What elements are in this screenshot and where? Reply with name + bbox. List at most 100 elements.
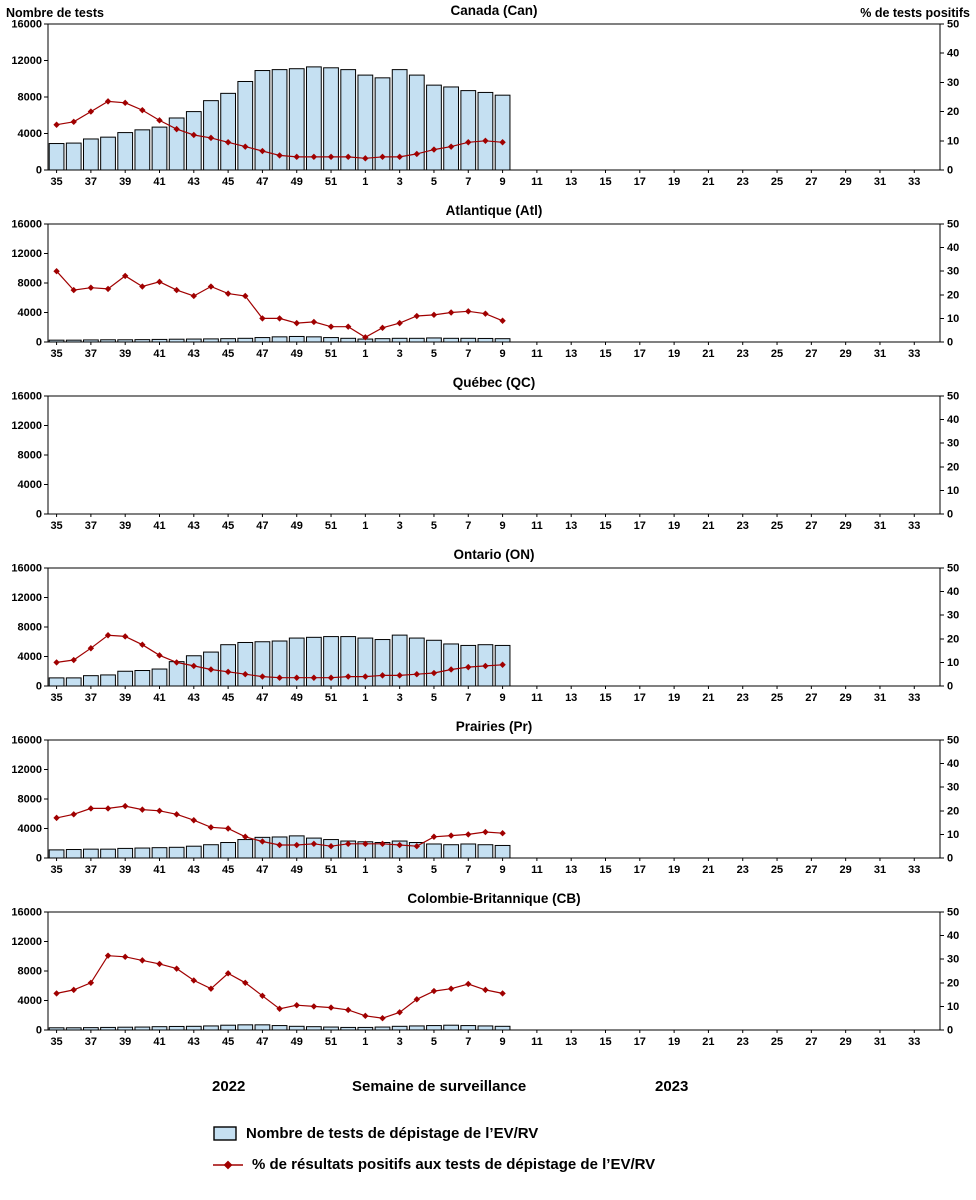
x-tick-label: 7 <box>465 1036 471 1048</box>
line-marker <box>276 1005 283 1012</box>
right-tick-label: 10 <box>947 657 959 669</box>
line-marker <box>276 315 283 322</box>
x-tick-label: 19 <box>668 520 680 532</box>
x-tick-label: 43 <box>188 1036 200 1048</box>
line-marker <box>104 285 112 293</box>
line-marker <box>156 278 163 286</box>
right-tick-label: 10 <box>947 829 959 841</box>
bar <box>443 337 459 343</box>
x-tick-label: 39 <box>119 520 131 532</box>
right-tick-label: 10 <box>947 313 959 325</box>
line-marker <box>173 286 180 294</box>
x-tick-label: 51 <box>325 520 337 532</box>
line-marker <box>413 150 421 158</box>
bar <box>408 74 425 171</box>
right-tick-label: 40 <box>947 48 959 60</box>
x-tick-label: 43 <box>188 864 200 876</box>
right-tick-label: 20 <box>947 289 959 301</box>
x-tick-label: 5 <box>431 1036 437 1048</box>
bar <box>494 338 511 343</box>
line-marker <box>447 309 455 316</box>
bar <box>323 636 339 687</box>
x-tick-label: 13 <box>565 348 577 360</box>
bar <box>288 637 305 687</box>
x-tick-label: 33 <box>908 520 920 532</box>
bar <box>426 337 442 343</box>
bar <box>83 138 99 171</box>
x-tick-label: 11 <box>531 692 543 704</box>
x-tick-label: 47 <box>256 692 268 704</box>
chart-panel-prairies-pr: Prairies (Pr) 0 4000 8000 12000 16000 0 10 20 30 4… <box>0 716 976 888</box>
left-tick-label: 8000 <box>18 622 42 634</box>
bar <box>443 643 459 687</box>
right-tick-label: 20 <box>947 633 959 645</box>
bar <box>494 94 511 171</box>
x-tick-label: 33 <box>908 692 920 704</box>
line-marker <box>121 272 129 280</box>
x-tick-label: 17 <box>634 864 646 876</box>
line-marker <box>224 290 232 297</box>
x-tick-label: 7 <box>465 520 471 532</box>
bar <box>443 1024 459 1031</box>
x-tick-label: 39 <box>119 176 131 188</box>
right-tick-label: 0 <box>947 337 953 349</box>
line-marker <box>310 674 318 681</box>
right-tick-label: 30 <box>947 782 959 794</box>
bar <box>100 674 116 687</box>
line-marker <box>482 310 489 317</box>
left-tick-label: 12000 <box>11 55 42 67</box>
x-tick-label: 47 <box>256 176 268 188</box>
line-marker <box>87 284 95 291</box>
line-marker <box>447 143 455 150</box>
x-tick-label: 15 <box>599 176 611 188</box>
x-tick-label: 7 <box>465 864 471 876</box>
x-tick-label: 51 <box>325 864 337 876</box>
x-tick-label: 37 <box>85 348 97 360</box>
bar <box>203 844 219 859</box>
line-marker <box>499 317 506 324</box>
bar <box>374 77 391 171</box>
bar <box>185 655 202 687</box>
plot-area <box>47 395 941 515</box>
prairies-pr-chart: Prairies (Pr) 0 4000 8000 12000 16000 0 10 20 30 4… <box>11 719 959 876</box>
line-marker <box>430 146 438 153</box>
x-tick-label: 41 <box>153 176 165 188</box>
bar <box>323 1026 339 1031</box>
x-tick-label: 9 <box>500 692 506 704</box>
bar <box>477 337 494 343</box>
x-tick-label: 15 <box>599 692 611 704</box>
qu-bec-qc-chart: Québec (QC) 0 4000 8000 12000 16000 0 10 20 30 40 5… <box>11 375 959 532</box>
plot-area <box>47 911 941 1031</box>
x-tick-label: 21 <box>702 520 714 532</box>
x-tick-label: 23 <box>737 864 749 876</box>
x-tick-label: 21 <box>702 176 714 188</box>
x-tick-label: 9 <box>500 864 506 876</box>
x-tick-label: 33 <box>908 348 920 360</box>
line-marker <box>499 661 506 668</box>
x-tick-label: 21 <box>702 864 714 876</box>
x-tick-label: 31 <box>874 520 886 532</box>
line-marker <box>327 323 335 330</box>
right-tick-label: 20 <box>947 461 959 473</box>
x-tick-label: 23 <box>737 1036 749 1048</box>
panel-title: Colombie-Britannique (CB) <box>407 891 580 906</box>
bar <box>426 1025 442 1031</box>
bar <box>426 84 442 171</box>
bar <box>151 668 168 687</box>
line-marker <box>87 805 95 812</box>
x-tick-label: 45 <box>222 520 234 532</box>
x-tick-label: 13 <box>565 864 577 876</box>
x-tick-label: 3 <box>397 692 403 704</box>
left-tick-label: 0 <box>36 509 42 521</box>
bar <box>220 92 236 171</box>
right-tick-label: 0 <box>947 681 953 693</box>
bar <box>408 1025 425 1031</box>
bar <box>323 67 339 171</box>
right-tick-label: 0 <box>947 1025 953 1037</box>
x-tick-label: 1 <box>362 1036 368 1048</box>
bar <box>254 70 271 171</box>
right-tick-label: 10 <box>947 485 959 497</box>
line-marker <box>104 805 112 812</box>
left-tick-label: 8000 <box>18 92 42 104</box>
line-marker <box>156 652 163 659</box>
